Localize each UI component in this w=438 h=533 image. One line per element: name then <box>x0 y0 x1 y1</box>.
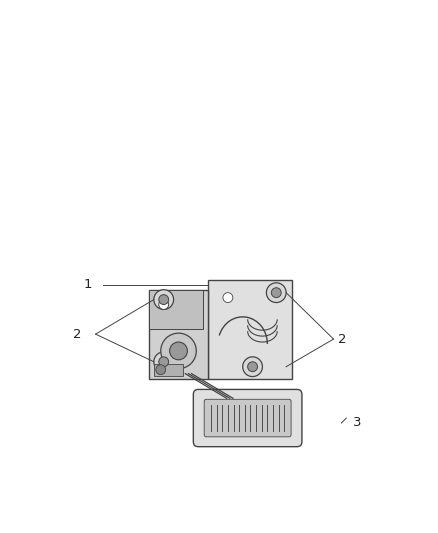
Circle shape <box>266 283 286 303</box>
Circle shape <box>161 333 196 369</box>
FancyBboxPatch shape <box>193 390 302 447</box>
Circle shape <box>247 362 258 372</box>
Circle shape <box>170 342 187 360</box>
Bar <box>208 280 292 378</box>
Text: 2: 2 <box>73 328 82 341</box>
Circle shape <box>154 352 173 372</box>
Circle shape <box>159 295 169 304</box>
Circle shape <box>156 365 166 375</box>
Bar <box>154 364 184 376</box>
Bar <box>149 290 208 378</box>
Circle shape <box>154 290 173 310</box>
Circle shape <box>243 357 262 377</box>
Circle shape <box>223 293 233 303</box>
Text: 3: 3 <box>353 416 362 430</box>
Bar <box>149 290 203 329</box>
Circle shape <box>271 288 281 297</box>
Circle shape <box>159 300 169 310</box>
Text: 1: 1 <box>83 278 92 291</box>
FancyBboxPatch shape <box>204 399 291 437</box>
Text: 2: 2 <box>339 333 347 345</box>
Circle shape <box>159 357 169 367</box>
